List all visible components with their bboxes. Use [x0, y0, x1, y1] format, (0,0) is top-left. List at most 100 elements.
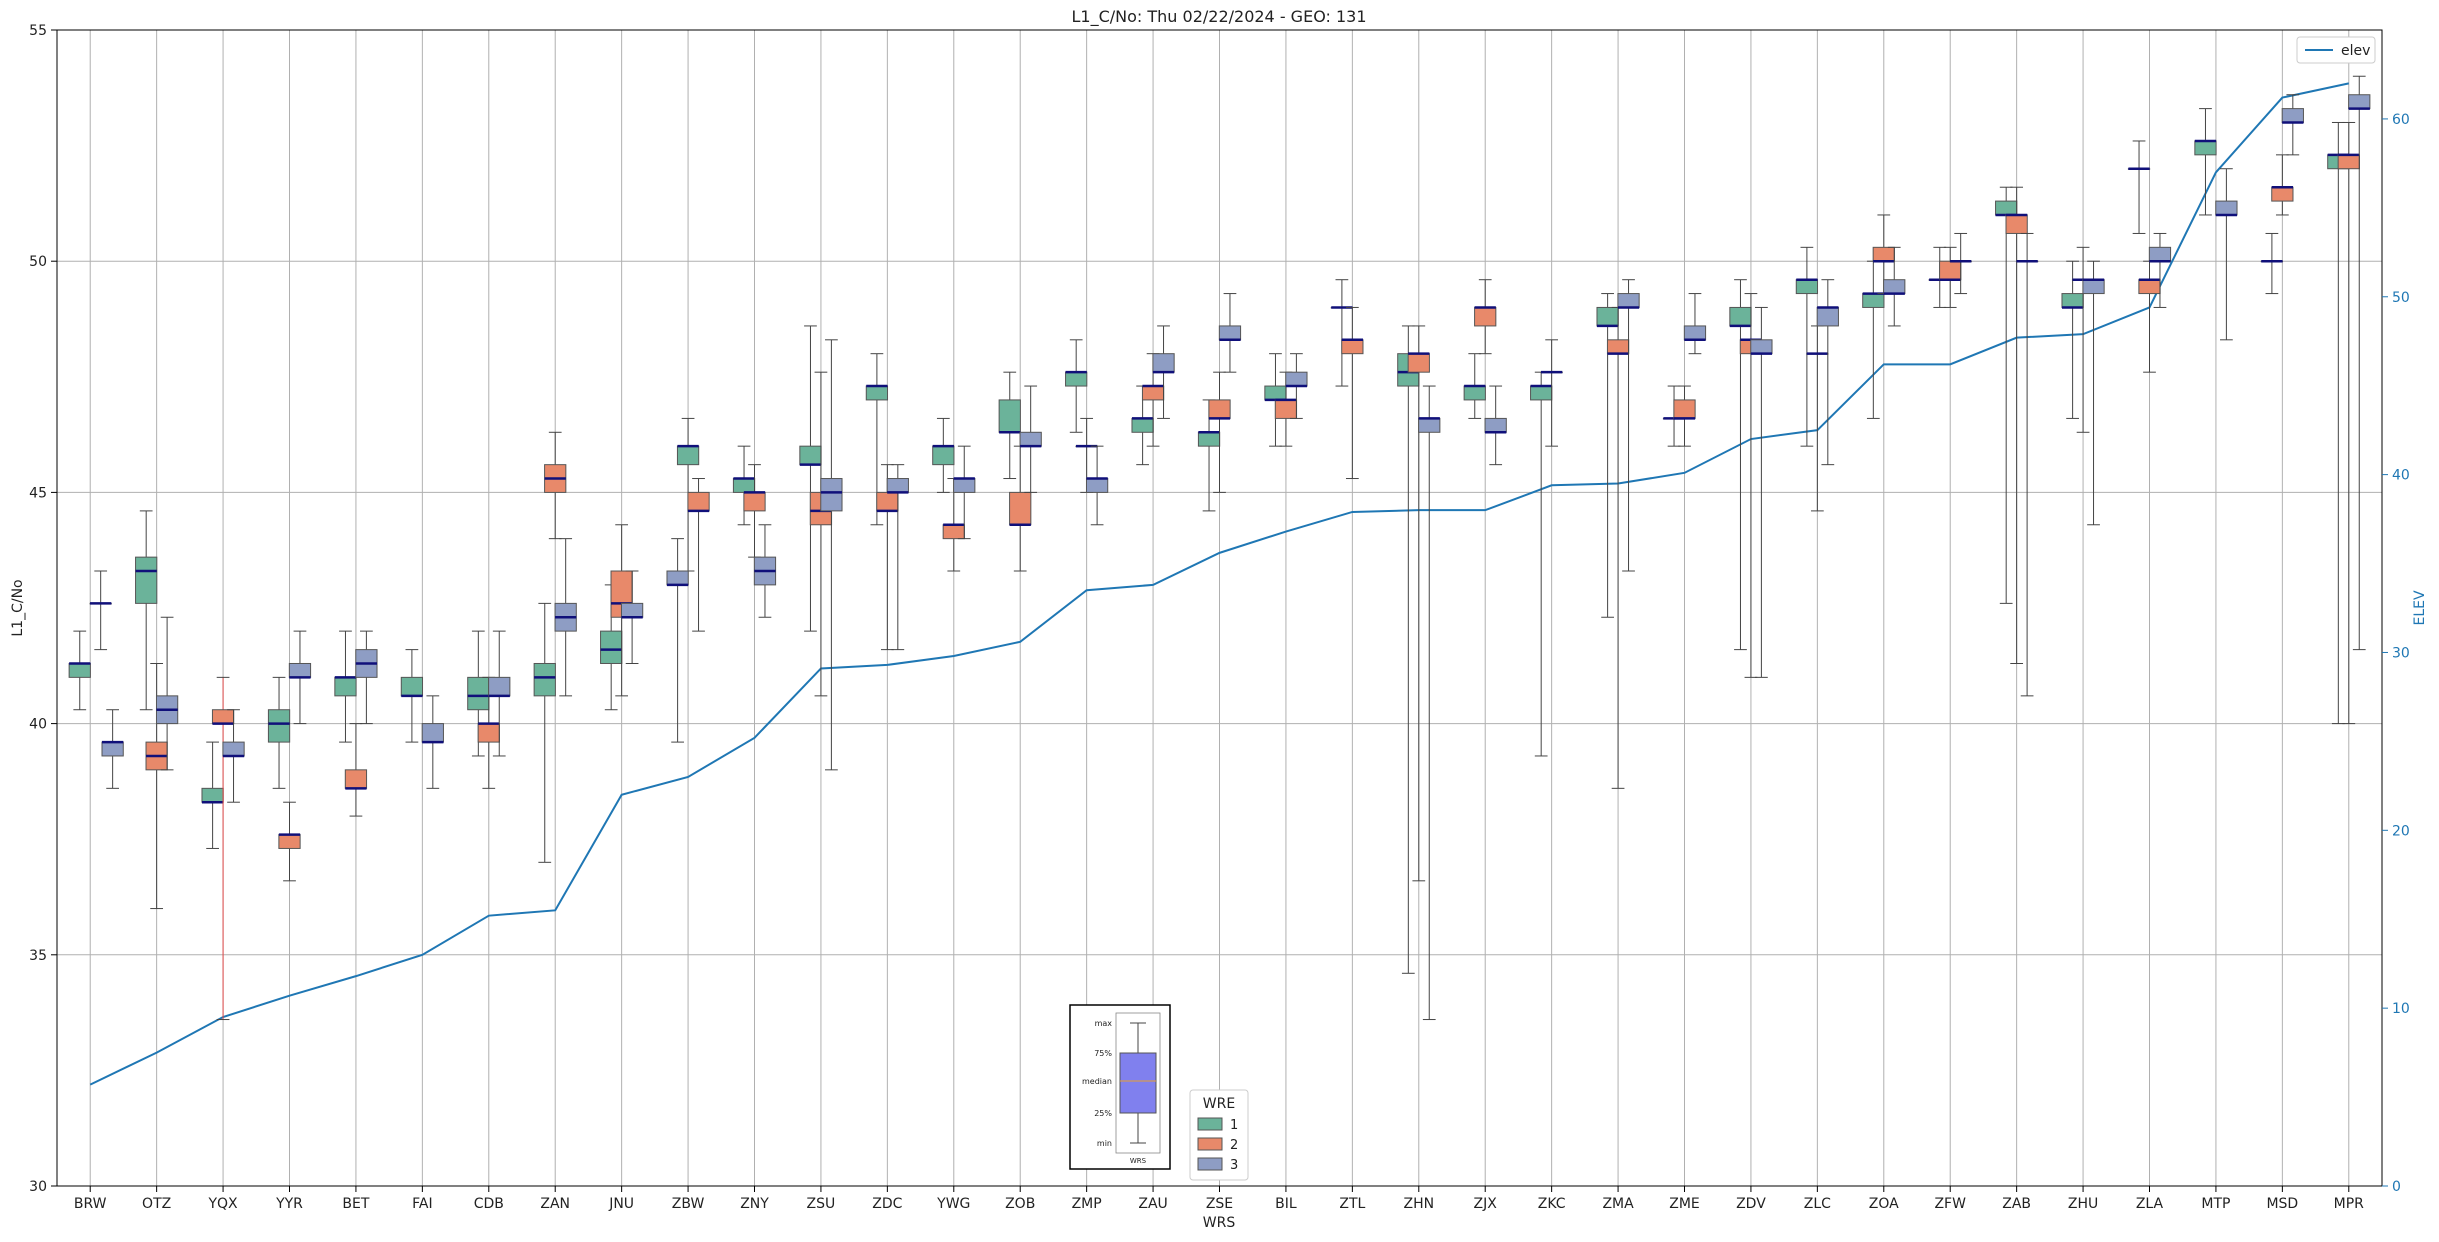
- box-wre-3: [1683, 325, 1707, 341]
- x-tick-label: ZMA: [1602, 1196, 1634, 1212]
- box-wre-1: [1131, 417, 1154, 433]
- x-tick-label: MSD: [2266, 1196, 2298, 1212]
- x-tick-label: ZTL: [1339, 1196, 1365, 1212]
- y-tick-label: 40: [29, 717, 47, 733]
- x-tick-label: CDB: [474, 1196, 504, 1212]
- box-wre-1: [1197, 431, 1221, 447]
- key-label: min: [1097, 1139, 1112, 1148]
- box-wre-1: [1729, 306, 1752, 327]
- box-wre-3: [666, 570, 689, 586]
- box-wre-3: [1285, 371, 1308, 387]
- x-tick-label: YWG: [936, 1196, 970, 1212]
- box-wre-1: [201, 787, 224, 803]
- grid-layer: [57, 29, 2382, 1187]
- box-wre-3: [101, 741, 124, 757]
- box-wre-2: [743, 491, 766, 512]
- box-wre-1: [932, 445, 955, 466]
- elev-legend-frame: [2296, 36, 2376, 64]
- elev-line: [89, 82, 2349, 1086]
- box-wre-3: [1883, 279, 1906, 295]
- key-label: 75%: [1094, 1049, 1112, 1058]
- box-wre-3: [2281, 108, 2304, 123]
- x-tick-label: YQX: [207, 1196, 238, 1212]
- box-wre-1: [1065, 371, 1088, 387]
- box-wre-1: [1795, 279, 1819, 295]
- x-tick-label: ZSU: [807, 1196, 836, 1212]
- x-tick-label: YYR: [275, 1196, 303, 1212]
- y2-tick-label: 10: [2392, 1001, 2410, 1017]
- box-wre-2: [211, 709, 235, 725]
- box-wre-2: [2337, 154, 2360, 170]
- box-wre-2: [2271, 186, 2294, 202]
- box-wre-1: [334, 676, 357, 697]
- box-wre-3: [1750, 339, 1773, 355]
- box-wre-3: [1152, 353, 1175, 373]
- box-wre-3: [886, 478, 909, 493]
- wre-legend-swatch: [1197, 1137, 1223, 1151]
- x-tick-label: FAI: [412, 1196, 432, 1212]
- box-wre-1: [2194, 140, 2217, 156]
- box-wre-3: [288, 662, 312, 678]
- box-wre-3: [1218, 325, 1242, 341]
- y2-tick-label: 60: [2392, 112, 2410, 128]
- y2-tick-label: 30: [2392, 645, 2410, 661]
- x-tick-label: ZLC: [1804, 1196, 1831, 1212]
- box-wre-1: [1862, 293, 1885, 308]
- box-wre-2: [1939, 260, 1962, 281]
- key-label: 25%: [1094, 1109, 1112, 1118]
- x-tick-label: ZBW: [672, 1196, 705, 1212]
- y-tick-label: 50: [29, 254, 47, 270]
- box-wre-1: [865, 385, 889, 401]
- box-wre-1: [600, 630, 623, 664]
- box-wre-1: [1264, 385, 1287, 401]
- box-wre-3: [2215, 200, 2238, 216]
- box-wre-3: [1617, 293, 1640, 308]
- wre-legend-label: 1: [1230, 1118, 1238, 1133]
- elev-line-layer: [89, 82, 2349, 1086]
- box-wre-3: [421, 723, 444, 743]
- box-wre-2: [1341, 339, 1364, 355]
- x-tick-label: ZHU: [2068, 1196, 2098, 1212]
- y2-tick-label: 50: [2392, 290, 2410, 306]
- box-wre-2: [1208, 399, 1231, 419]
- x-tick-label: ZAU: [1138, 1196, 1167, 1212]
- box-wre-2: [278, 834, 301, 849]
- wre-legend-swatch: [1197, 1157, 1223, 1171]
- key-box-fill: [1119, 1052, 1157, 1114]
- box-wre-1: [400, 676, 424, 697]
- x-tick-label: ZOB: [1005, 1196, 1035, 1212]
- box-wre-1: [676, 445, 700, 466]
- x-tick-label: ZHN: [1403, 1196, 1434, 1212]
- box-wre-2: [344, 769, 368, 789]
- x-tick-label: ZKC: [1538, 1196, 1566, 1212]
- box-wre-3: [1418, 417, 1441, 433]
- box-wre-2: [2138, 279, 2161, 295]
- wre-legend-label: 2: [1230, 1138, 1238, 1153]
- box-wre-3: [1484, 417, 1507, 433]
- box-wre-3: [1085, 478, 1109, 493]
- box-wre-1: [68, 662, 91, 678]
- box-wre-3: [2348, 94, 2371, 110]
- box-wre-3: [620, 602, 644, 618]
- box-wre-3: [1019, 431, 1042, 447]
- box-wre-3: [820, 478, 843, 512]
- box-wre-2: [1606, 339, 1630, 355]
- elev-legend-label: elev: [2341, 43, 2370, 59]
- box-wre-2: [1407, 353, 1430, 373]
- box-wre-2: [687, 491, 710, 512]
- box-wre-1: [467, 676, 490, 711]
- box-wre-1: [1530, 385, 1553, 401]
- key-label: max: [1095, 1019, 1113, 1028]
- box-wre-2: [477, 723, 500, 743]
- y2-axis-label: ELEV: [2412, 590, 2428, 625]
- box-wre-2: [1673, 399, 1696, 419]
- x-axis-label: WRS: [1203, 1215, 1236, 1231]
- box-wre-1: [267, 709, 291, 743]
- x-tick-label: ZNY: [740, 1196, 769, 1212]
- box-wre-3: [1816, 306, 1839, 327]
- box-wre-2: [1009, 491, 1032, 526]
- y2-tick-label: 0: [2392, 1179, 2401, 1195]
- box-wre-2: [2005, 214, 2028, 234]
- y2-tick-label: 40: [2392, 468, 2410, 484]
